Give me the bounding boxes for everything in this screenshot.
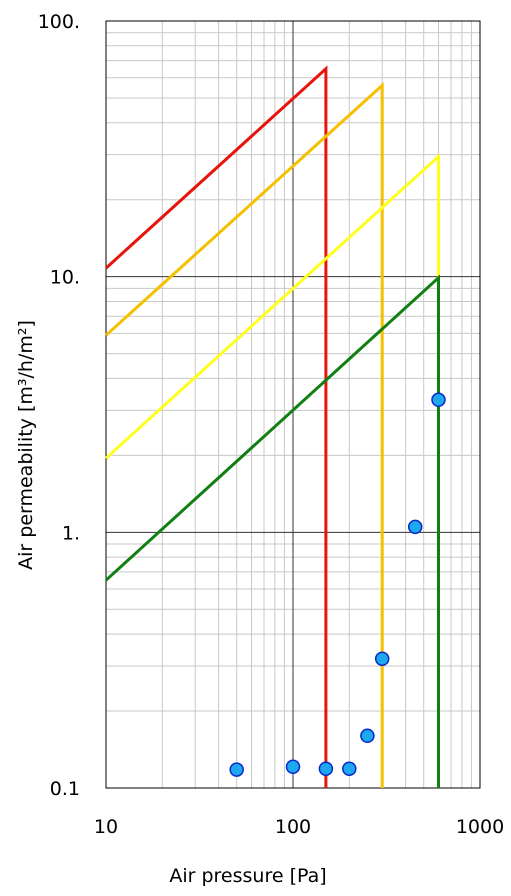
series-line-3 [104, 153, 440, 788]
y-tick-label: 100. [38, 11, 80, 33]
series-line-4 [104, 274, 440, 788]
y-tick-label: 0.1 [50, 778, 80, 800]
plot-frame [105, 20, 481, 789]
data-point [431, 392, 446, 408]
data-point [360, 728, 375, 744]
data-point [407, 519, 423, 535]
data-point [229, 762, 244, 777]
x-tick-label: 10 [94, 816, 118, 838]
series-line-2 [104, 82, 384, 788]
x-tick-label: 1000 [456, 816, 504, 838]
series-line-1 [104, 65, 328, 788]
y-tick-label: 10. [50, 267, 80, 289]
data-point [342, 761, 357, 776]
points-layer [229, 392, 446, 777]
y-tick-labels: 0.1 1. 10. 100. [38, 11, 80, 800]
series-layer [104, 65, 440, 788]
x-tick-labels: 10 100 1000 [94, 816, 504, 838]
data-point [374, 651, 390, 667]
data-point [318, 761, 334, 776]
y-tick-label: 1. [62, 522, 80, 544]
x-axis-title: Air pressure [Pa] [169, 865, 326, 887]
data-point [285, 759, 301, 775]
y-axis-title: Air permeability [m³/h/m²] [15, 320, 37, 570]
x-tick-label: 100 [275, 816, 311, 838]
